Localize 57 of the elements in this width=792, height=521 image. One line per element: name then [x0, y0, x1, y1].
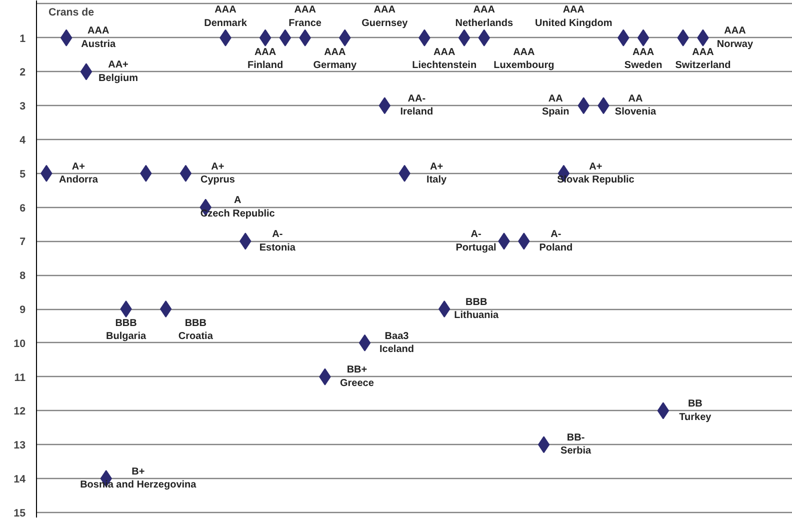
- y-tick-label: 12: [14, 406, 26, 418]
- text: B+ Bosnia and Herzegovina: [80, 466, 196, 491]
- text: A- Estonia: [259, 229, 296, 254]
- text: BB+ Greece: [340, 364, 374, 389]
- text: AAA Liechtenstein: [412, 46, 477, 71]
- y-tick-label: 8: [20, 270, 26, 282]
- text: BBB Croatia: [178, 318, 213, 342]
- text: AA Slovenia: [614, 93, 656, 118]
- text: BB Turkey: [679, 398, 712, 423]
- y-tick-label: 11: [14, 372, 26, 384]
- y-tick-label: 6: [20, 202, 26, 214]
- text: A Czech Republic: [200, 195, 275, 220]
- text: A- Poland: [539, 229, 573, 254]
- y-tick-label: 2: [20, 66, 26, 79]
- text: A+ Andorra: [59, 161, 98, 186]
- text: AAA Sweden: [624, 46, 662, 71]
- point: [637, 29, 650, 46]
- y-tick-label: 1: [20, 32, 26, 45]
- text: Baa3 Iceland: [380, 330, 414, 356]
- text: AAA France: [288, 4, 322, 29]
- point: [160, 300, 172, 318]
- y-tick-label: 9: [20, 304, 26, 316]
- text: AAA Luxembourg: [494, 46, 554, 71]
- text: A+ Slovak Republic: [557, 161, 634, 186]
- point: [279, 29, 292, 46]
- y-tick-label: 3: [20, 100, 26, 113]
- y-tick-label: 4: [20, 134, 26, 146]
- y-tick-label: 10: [14, 338, 26, 350]
- point: [180, 164, 192, 182]
- point: [657, 402, 670, 420]
- text: AAA United Kingdom: [535, 4, 612, 29]
- text: AAA Germany: [313, 46, 357, 71]
- text: AAA Finland: [248, 46, 284, 71]
- text: A+ Italy: [426, 161, 447, 186]
- y-tick-label: 13: [14, 440, 26, 452]
- point: [458, 29, 470, 46]
- text: AA Spain: [542, 93, 570, 118]
- text: AAA Guernsey: [362, 4, 408, 29]
- point: [80, 63, 92, 80]
- text: A- Portugal: [456, 229, 496, 254]
- y-axis-title: Crans de: [48, 6, 94, 18]
- text: AAA Austria: [81, 26, 116, 50]
- text: AAA Denmark: [204, 4, 247, 29]
- text: BB- Serbia: [560, 432, 592, 457]
- text: BBB Bulgaria: [106, 318, 146, 342]
- y-tick-label: 14: [14, 474, 26, 486]
- y-tick-label: 5: [20, 168, 26, 180]
- text: A+ Cyprus: [200, 161, 235, 186]
- y-tick-label: 7: [20, 236, 26, 248]
- text: BBB Lithuania: [454, 296, 499, 322]
- text: AA+ Belgium: [98, 60, 138, 84]
- point: [538, 436, 550, 454]
- y-tick-label: 15: [14, 507, 26, 520]
- point: [259, 29, 272, 46]
- text: AAA Netherlands: [455, 4, 514, 29]
- point: [358, 334, 371, 352]
- text: AA- Ireland: [400, 93, 434, 118]
